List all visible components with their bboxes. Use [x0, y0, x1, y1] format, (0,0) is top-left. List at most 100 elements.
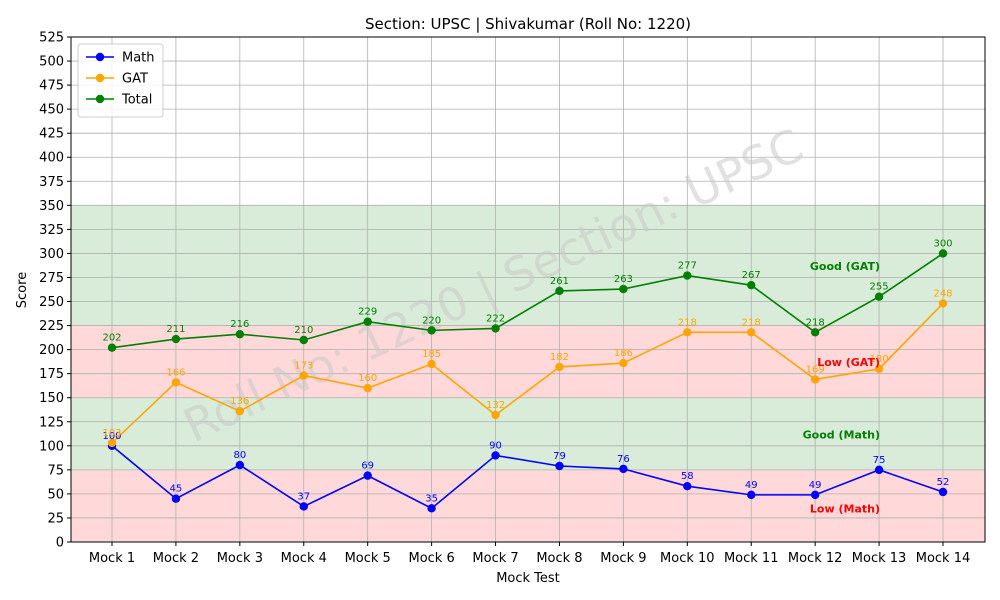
y-tick-label: 350 — [39, 199, 64, 214]
data-point-gat — [619, 358, 628, 368]
data-label-gat: 132 — [486, 400, 505, 411]
data-label-total: 218 — [806, 317, 825, 328]
x-tick-label: Mock 13 — [852, 551, 907, 566]
data-label-math: 49 — [745, 480, 758, 491]
data-point-gat — [107, 438, 117, 448]
y-tick-label: 250 — [39, 295, 64, 310]
series-line-total — [111, 252, 944, 349]
data-label-gat: 180 — [870, 354, 889, 365]
data-label-math: 37 — [297, 491, 310, 502]
x-tick-label: Mock 4 — [281, 551, 327, 566]
x-tick-label: Mock 12 — [788, 551, 843, 566]
x-tick-label: Mock 9 — [600, 551, 646, 566]
x-tick-label: Mock 6 — [408, 551, 454, 566]
data-point-gat — [363, 383, 372, 393]
score-zone-band — [71, 397, 985, 470]
data-point-total — [299, 335, 308, 345]
data-point-total — [874, 292, 884, 301]
data-label-total: 229 — [358, 307, 377, 318]
data-label-math: 58 — [681, 471, 694, 482]
y-tick-label: 475 — [39, 79, 64, 94]
data-point-math — [747, 490, 756, 500]
data-label-gat: 166 — [166, 367, 185, 378]
y-tick-label: 225 — [39, 319, 64, 334]
x-axis-label: Mock Test — [496, 571, 560, 586]
data-label-gat: 136 — [230, 396, 249, 407]
data-label-math: 49 — [809, 480, 822, 491]
data-point-gat — [235, 406, 245, 416]
data-point-math — [171, 494, 181, 503]
data-point-math — [810, 490, 820, 500]
data-point-math — [555, 461, 564, 471]
series-line-math — [111, 445, 944, 510]
data-label-math: 80 — [233, 450, 246, 461]
data-label-total: 211 — [166, 324, 185, 335]
data-point-gat — [171, 378, 181, 387]
data-point-total — [107, 343, 117, 352]
x-tick-label: Mock 11 — [724, 551, 779, 566]
data-label-total: 300 — [933, 238, 952, 249]
y-axis-label: Score — [15, 272, 30, 308]
data-label-total: 261 — [550, 276, 569, 287]
data-label-gat: 173 — [294, 361, 313, 372]
legend-swatch-marker — [95, 52, 105, 62]
data-label-math: 52 — [937, 477, 950, 488]
data-label-math: 69 — [361, 461, 374, 472]
data-label-gat: 248 — [933, 288, 952, 299]
y-tick-label: 25 — [47, 511, 64, 526]
chart-title: Section: UPSC | Shivakumar (Roll No: 122… — [365, 15, 691, 33]
data-label-gat: 185 — [422, 349, 441, 360]
data-point-total — [683, 271, 692, 280]
data-point-gat — [427, 359, 436, 369]
data-label-total: 222 — [486, 313, 505, 324]
data-label-math: 79 — [553, 451, 566, 462]
y-tick-label: 125 — [39, 415, 64, 430]
data-label-gat: 186 — [614, 348, 633, 359]
y-tick-label: 525 — [39, 31, 64, 46]
data-label-math: 75 — [873, 455, 886, 466]
y-tick-label: 175 — [39, 367, 64, 382]
y-tick-label: 425 — [39, 127, 64, 142]
data-label-gat: 218 — [678, 317, 697, 328]
zone-annotation: Low (GAT) — [817, 356, 880, 369]
data-label-total: 202 — [102, 333, 121, 344]
y-tick-label: 50 — [47, 487, 64, 502]
data-label-total: 263 — [614, 274, 633, 285]
data-point-math — [491, 451, 500, 460]
data-label-gat: 218 — [742, 317, 761, 328]
y-tick-label: 100 — [39, 439, 64, 454]
y-tick-label: 325 — [39, 223, 64, 238]
zone-annotation: Good (GAT) — [810, 260, 880, 273]
data-point-total — [363, 317, 372, 326]
data-label-math: 90 — [489, 440, 502, 451]
data-point-math — [619, 464, 628, 474]
data-point-gat — [683, 328, 692, 337]
legend-swatch-marker — [95, 73, 105, 83]
data-point-math — [427, 504, 436, 513]
legend-entry-math: Math — [122, 51, 155, 66]
score-zone-band — [71, 469, 985, 542]
data-point-math — [938, 487, 948, 497]
data-point-total — [810, 328, 820, 337]
y-tick-label: 150 — [39, 391, 64, 406]
data-label-math: 76 — [617, 454, 630, 465]
y-tick-label: 450 — [39, 103, 64, 118]
y-tick-label: 275 — [39, 271, 64, 286]
legend-entry-total: Total — [121, 93, 152, 108]
y-tick-label: 75 — [47, 463, 64, 478]
x-tick-label: Mock 8 — [536, 551, 582, 566]
x-tick-label: Mock 10 — [660, 551, 715, 566]
data-point-total — [171, 334, 181, 344]
data-point-total — [747, 280, 756, 290]
data-label-gat: 182 — [550, 352, 569, 363]
data-point-gat — [938, 299, 948, 308]
data-point-math — [299, 502, 308, 511]
x-tick-label: Mock 7 — [472, 551, 518, 566]
data-label-gat: 169 — [806, 364, 825, 375]
x-tick-label: Mock 2 — [153, 551, 199, 566]
legend-swatch-marker — [95, 94, 105, 104]
y-tick-label: 400 — [39, 151, 64, 166]
data-label-total: 210 — [294, 325, 313, 336]
data-point-total — [427, 326, 436, 335]
